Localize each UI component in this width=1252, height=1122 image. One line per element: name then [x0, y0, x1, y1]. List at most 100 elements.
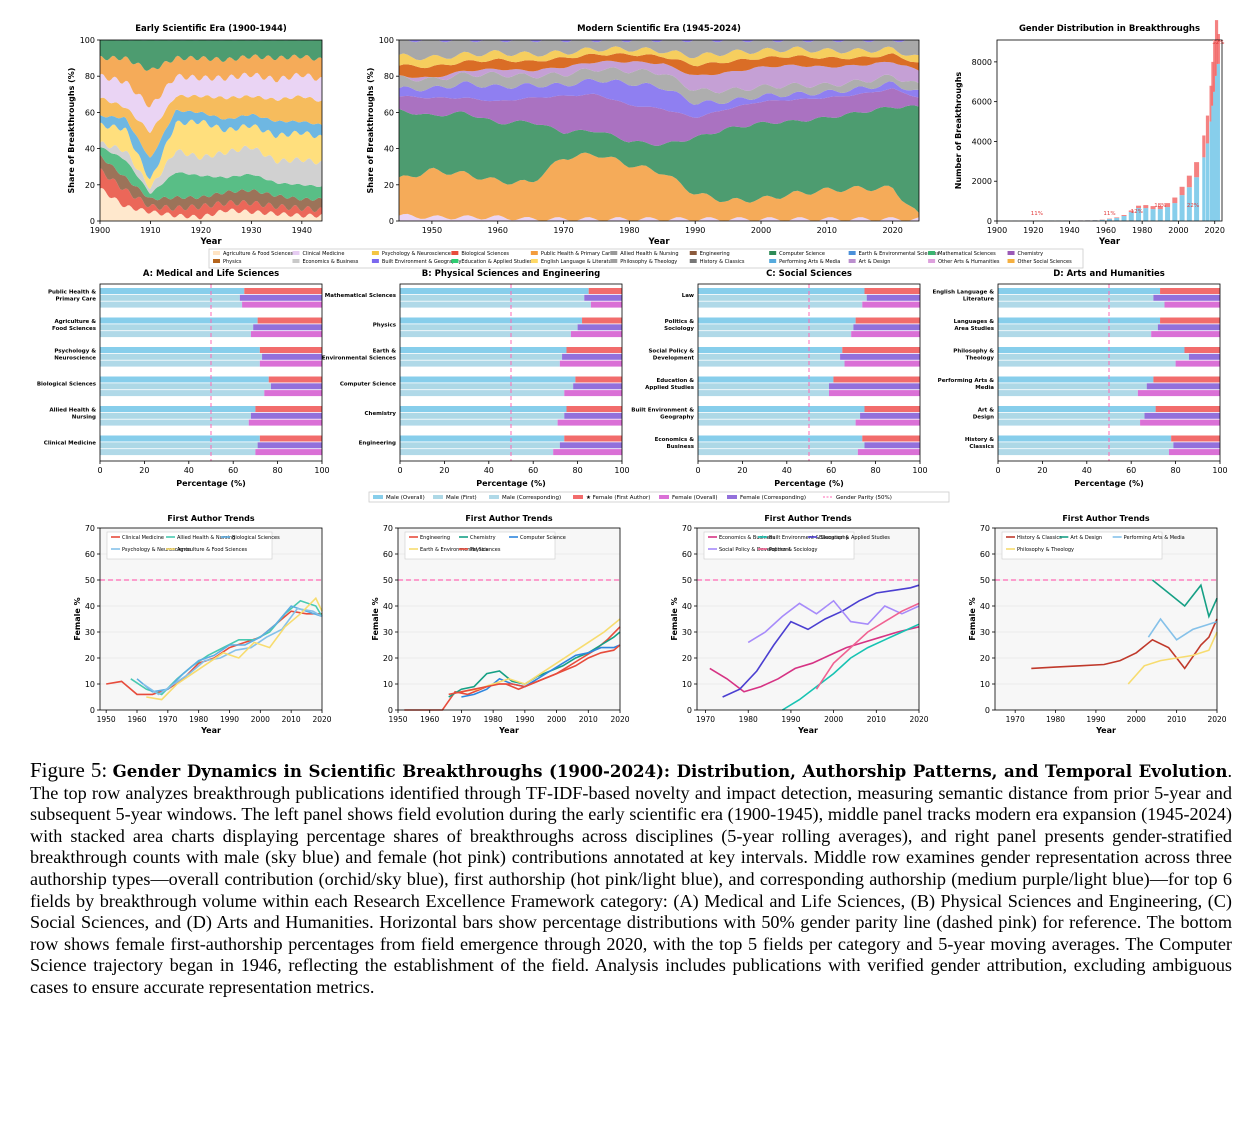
line-computer-science: [461, 644, 621, 698]
area-remainder: [399, 40, 919, 43]
y-tick-label: 70: [980, 524, 990, 533]
bar-female: [1143, 205, 1149, 209]
area-psychology-neuroscience: [399, 40, 919, 61]
y-tick-label: 0: [985, 706, 990, 715]
legend-swatch: [433, 495, 443, 499]
y-tick-label: 60: [980, 550, 990, 559]
trend-legend-box: [703, 531, 855, 560]
y-tick-label: 60: [384, 108, 394, 117]
x-tick-label: 40: [1082, 466, 1092, 475]
bar-female-share: [270, 383, 322, 390]
trend-legend-box: [106, 531, 273, 560]
x-tick-label: 2020: [1207, 715, 1226, 724]
legend-label: Performing Arts & Media: [1124, 535, 1185, 541]
legend-swatch: [213, 251, 220, 255]
bar-male-share: [400, 294, 585, 301]
legend-swatch: [530, 251, 538, 255]
y-tick-label: 30: [85, 628, 95, 637]
area-clinical-medicine: [100, 147, 322, 201]
line-politics-sociology: [815, 602, 920, 690]
x-tick-label: 1950: [388, 715, 407, 724]
line-agriculture-food-sciences: [146, 596, 323, 701]
bar-female-share: [1173, 442, 1220, 449]
category-label: History &: [965, 437, 994, 443]
bar-male-share: [100, 294, 240, 301]
field-bars: [100, 288, 322, 456]
y-tick-label: 0: [90, 706, 95, 715]
bar-female-share: [268, 376, 322, 383]
legend-swatch: [928, 259, 936, 263]
category-label: Biological Sciences: [37, 382, 97, 388]
bar-male: [1128, 212, 1134, 221]
legend-swatch: [848, 259, 856, 263]
area-axes: [99, 39, 323, 222]
bar-male-share: [998, 324, 1158, 331]
category-label: Neuroscience: [54, 356, 96, 362]
bar-female-share: [1155, 406, 1220, 412]
y-tick-label: 0: [90, 217, 95, 226]
bar-male: [1209, 121, 1213, 221]
x-axis-label: Year: [797, 726, 818, 735]
bar-female-share: [566, 347, 622, 353]
bar-female: [1202, 135, 1206, 158]
x-tick-label: 1960: [420, 715, 439, 724]
bar-female-share: [1184, 347, 1220, 353]
field-bars: [400, 288, 622, 456]
line-physics: [448, 644, 621, 696]
legend-label: Biological Sciences: [461, 251, 509, 257]
y-tick-label: 50: [980, 576, 990, 585]
field-bars: [998, 288, 1220, 456]
y-tick-label: 0: [389, 217, 394, 226]
bar-female-share: [588, 288, 622, 294]
bar-female-share: [253, 324, 322, 331]
bar-male-share: [400, 331, 571, 338]
bar-male: [1143, 208, 1149, 221]
legend-swatch: [727, 495, 737, 499]
x-axis-label: Percentage (%): [1074, 479, 1144, 488]
x-tick-label: 20: [737, 466, 747, 475]
category-label: Sociology: [664, 326, 694, 332]
category-label: Engineering: [359, 441, 396, 447]
trend-axes: [696, 527, 920, 711]
bar-male-share: [698, 419, 856, 426]
bar-male-share: [100, 347, 260, 353]
x-tick-label: 1970: [452, 715, 471, 724]
bar-male-share: [400, 435, 565, 442]
bar-male-share: [400, 360, 560, 367]
bar-female: [1136, 205, 1142, 209]
chart-title: First Author Trends: [465, 514, 553, 523]
legend-swatch: [689, 251, 697, 255]
y-tick-label: 40: [383, 602, 393, 611]
bar-female-share: [557, 419, 622, 426]
bar-female-share: [840, 353, 920, 360]
y-tick-label: 50: [85, 576, 95, 585]
bar-male-share: [100, 288, 245, 294]
category-label: Clinical Medicine: [44, 441, 96, 447]
x-tick-label: 60: [826, 466, 836, 475]
figure-label: Figure 5:: [30, 758, 108, 782]
bar-male: [1107, 219, 1112, 221]
bar-female-share: [1140, 419, 1220, 426]
x-tick-label: 1990: [781, 715, 800, 724]
area-earth-environmental-sciences: [399, 46, 919, 69]
bar-female-share: [844, 360, 920, 367]
bar-female-share: [1164, 301, 1220, 308]
y-tick-label: 4000: [972, 137, 992, 146]
line-art-design: [1151, 579, 1218, 619]
y-tick-label: 70: [682, 524, 692, 533]
bar-male: [1213, 91, 1217, 221]
bar-male: [1172, 203, 1178, 221]
legend-label: Economics & Business: [719, 535, 775, 541]
x-axis-label: Year: [200, 726, 221, 735]
x-tick-label: 1920: [191, 226, 211, 235]
bar-male: [1099, 219, 1105, 221]
x-tick-label: 100: [314, 466, 329, 475]
bar-female-share: [262, 353, 322, 360]
bar-female-share: [862, 301, 920, 308]
line-economics-business: [709, 626, 920, 693]
x-tick-label: 100: [1212, 466, 1227, 475]
area-biological-sciences: [100, 54, 322, 108]
legend-label: Chemistry: [1018, 251, 1044, 257]
bar-male-share: [400, 419, 558, 426]
y-tick-label: 80: [384, 72, 394, 81]
